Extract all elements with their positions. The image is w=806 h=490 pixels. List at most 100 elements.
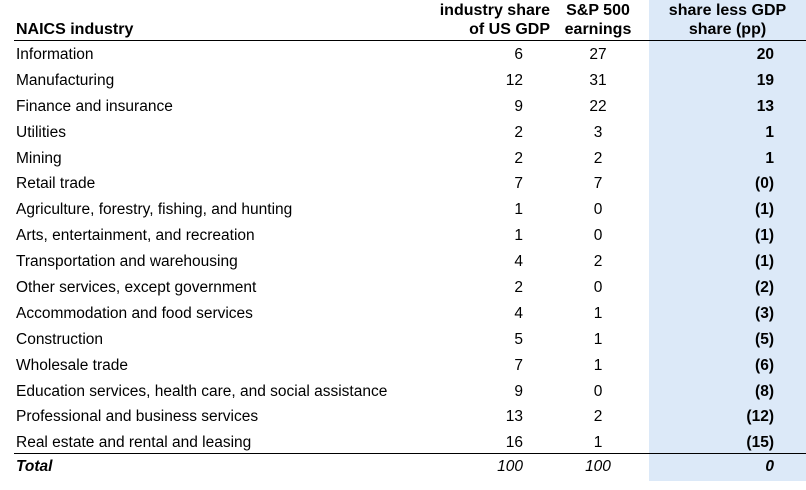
header-gdp-line1: industry share [439, 2, 550, 19]
gdp-share-cell: 2 [514, 123, 523, 141]
sp-earnings-cell: 0 [593, 279, 603, 297]
table-row: Accommodation and food services 4 1 (3) [0, 301, 806, 327]
sp-earnings-cell: 1 [593, 356, 603, 374]
gdp-share-cell: 2 [514, 279, 523, 297]
table-row: Mining 2 2 1 [0, 146, 806, 172]
sp-earnings-cell: 0 [593, 201, 603, 219]
table-row: Transportation and warehousing 4 2 (1) [0, 249, 806, 275]
gdp-share-cell: 7 [514, 356, 523, 374]
industry-cell: Information [16, 46, 94, 63]
diff-cell: (5) [755, 330, 774, 348]
sp-earnings-cell: 1 [593, 330, 603, 348]
industry-cell: Retail trade [16, 175, 96, 193]
table-row: Wholesale trade 7 1 (6) [0, 353, 806, 379]
highlight-column [649, 0, 806, 481]
sp-earnings-cell: 1 [593, 434, 603, 452]
table-row: Construction 5 1 (5) [0, 327, 806, 353]
total-gdp-share: 100 [497, 458, 523, 475]
industry-cell: Manufacturing [16, 71, 115, 89]
industry-cell: Finance and insurance [16, 97, 173, 115]
sp-earnings-cell: 7 [593, 175, 603, 193]
industry-cell: Arts, entertainment, and recreation [16, 227, 255, 245]
sp-earnings-cell: 1 [593, 304, 603, 322]
gdp-share-cell: 9 [514, 382, 523, 400]
table-row: Other services, except government 2 0 (2) [0, 275, 806, 301]
gdp-share-cell: 9 [514, 97, 523, 115]
industry-cell: Agriculture, forestry, fishing, and hunt… [16, 201, 293, 219]
diff-cell: (6) [755, 356, 774, 374]
industry-cell: Other services, except government [16, 279, 257, 297]
gdp-share-cell: 6 [514, 46, 523, 63]
header-sp-line2: earnings [564, 21, 632, 38]
total-diff: 0 [765, 458, 774, 475]
industry-cell: Accommodation and food services [16, 304, 253, 322]
table-row: Finance and insurance 9 22 13 [0, 94, 806, 120]
header-sp-earnings: S&P 500 earnings [556, 1, 640, 39]
industry-cell: Real estate and rental and leasing [16, 434, 252, 452]
sp-earnings-cell: 27 [589, 46, 607, 63]
table-row: Utilities 2 3 1 [0, 120, 806, 146]
industry-cell: Utilities [16, 123, 66, 141]
diff-cell: (1) [755, 201, 774, 219]
sp-earnings-cell: 3 [593, 123, 603, 141]
table-body: Information 6 27 20 Manufacturing 12 31 19 Finan… [0, 42, 806, 456]
sp-earnings-cell: 2 [593, 408, 603, 426]
table-row: Information 6 27 20 [0, 42, 806, 68]
industry-cell: Education services, health care, and soc… [16, 382, 388, 400]
header-gdp-line2: of US GDP [469, 21, 550, 38]
sp-earnings-cell: 31 [589, 71, 607, 89]
industry-cell: Wholesale trade [16, 356, 129, 374]
diff-cell: (8) [755, 382, 774, 400]
gdp-share-cell: 4 [514, 253, 523, 271]
diff-cell: (3) [755, 304, 774, 322]
header-diff-line1: share less GDP [668, 2, 787, 19]
diff-cell: 1 [765, 149, 774, 167]
table-row: Manufacturing 12 31 19 [0, 68, 806, 94]
diff-cell: (12) [746, 408, 774, 426]
table-row: Real estate and rental and leasing 16 1 (15… [0, 430, 806, 456]
gdp-share-cell: 12 [505, 71, 523, 89]
industry-cell: Mining [16, 149, 62, 167]
total-label: Total [16, 458, 53, 475]
diff-cell: 13 [756, 97, 774, 115]
table-row: Education services, health care, and soc… [0, 379, 806, 405]
sp-earnings-cell: 22 [589, 97, 607, 115]
header-diff: share less GDP share (pp) [649, 1, 806, 39]
industry-cell: Transportation and warehousing [16, 253, 238, 271]
gdp-share-cell: 2 [514, 149, 523, 167]
gdp-share-cell: 1 [514, 201, 523, 219]
header-gdp-share: industry share of US GDP [425, 1, 550, 39]
gdp-share-cell: 16 [505, 434, 523, 452]
gdp-share-cell: 4 [514, 304, 523, 322]
gdp-share-cell: 7 [514, 175, 523, 193]
gdp-share-cell: 13 [505, 408, 523, 426]
table-row: Professional and business services 13 2 (12… [0, 404, 806, 430]
diff-cell: 20 [756, 46, 774, 63]
industry-cell: Construction [16, 330, 104, 348]
total-divider [14, 453, 806, 454]
total-sp-earnings: 100 [585, 458, 611, 475]
diff-cell: (15) [746, 434, 774, 452]
header-divider [14, 40, 806, 41]
diff-cell: (1) [755, 227, 774, 245]
table-row: Retail trade 7 7 (0) [0, 171, 806, 197]
industry-cell: Professional and business services [16, 408, 259, 426]
gdp-share-cell: 5 [514, 330, 523, 348]
sp-earnings-cell: 0 [593, 227, 603, 245]
table-row: Arts, entertainment, and recreation 1 0 (1) [0, 223, 806, 249]
header-sp-line1: S&P 500 [566, 2, 630, 19]
sp-earnings-cell: 0 [593, 382, 603, 400]
total-row: Total 100 100 0 [0, 454, 806, 480]
sp-earnings-cell: 2 [593, 149, 603, 167]
diff-cell: (0) [755, 175, 774, 193]
gdp-share-cell: 1 [514, 227, 523, 245]
table-header: NAICS industry industry share of US GDP … [0, 0, 806, 42]
diff-cell: 1 [765, 123, 774, 141]
sp-earnings-cell: 2 [593, 253, 603, 271]
header-diff-line2: share (pp) [688, 21, 767, 38]
table-row: Agriculture, forestry, fishing, and hunt… [0, 197, 806, 223]
diff-cell: (1) [755, 253, 774, 271]
header-industry: NAICS industry [16, 21, 134, 38]
diff-cell: (2) [755, 279, 774, 297]
diff-cell: 19 [756, 71, 774, 89]
